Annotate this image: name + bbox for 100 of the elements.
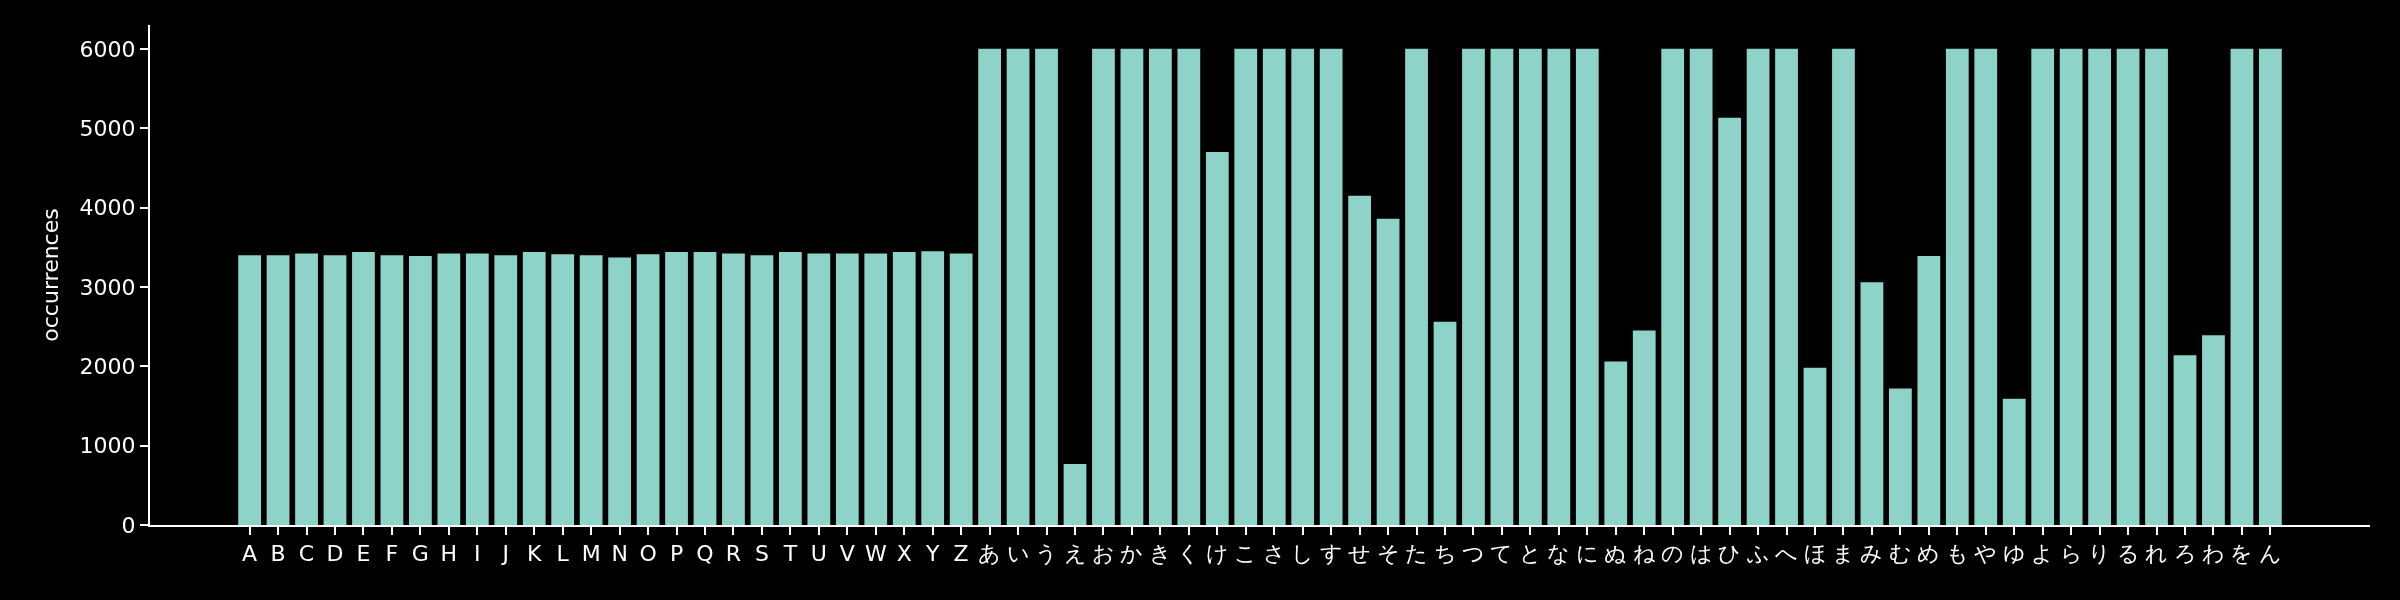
x-tick-label: Y — [924, 541, 940, 567]
bar — [2230, 48, 2254, 525]
y-tick-label: 0 — [121, 512, 136, 538]
x-tick-label: な — [1547, 541, 1571, 567]
bar — [665, 251, 688, 525]
x-tick-label: E — [356, 541, 371, 567]
bar — [2031, 48, 2055, 525]
bar — [1035, 48, 1058, 525]
x-tick-label: ろ — [2173, 541, 2197, 567]
x-tick-label: お — [1091, 541, 1115, 567]
x-tick-label: つ — [1461, 541, 1485, 567]
x-tick-label: T — [782, 541, 798, 567]
bar — [1462, 48, 1485, 525]
bar — [1889, 388, 1912, 525]
bar — [2259, 48, 2282, 525]
bar — [2116, 48, 2140, 525]
bar — [1575, 48, 1599, 525]
bar — [1718, 117, 1741, 525]
x-tick-label: C — [298, 541, 315, 567]
bar — [437, 253, 461, 525]
bar — [807, 253, 831, 525]
x-tick-label: か — [1120, 541, 1144, 567]
bar — [266, 255, 290, 525]
x-tick-label: む — [1888, 541, 1912, 567]
x-tick-label: み — [1860, 541, 1884, 567]
y-tick-label: 3000 — [79, 274, 136, 300]
x-tick-label: す — [1319, 541, 1343, 567]
bar — [892, 251, 916, 525]
bar — [2145, 48, 2168, 525]
x-tick-label: ふ — [1745, 541, 1770, 567]
y-axis-title: occurrences — [37, 208, 63, 342]
bar — [1775, 48, 1798, 525]
bar — [2002, 398, 2026, 525]
x-tick-label: き — [1148, 541, 1172, 567]
x-tick-label: ぬ — [1604, 541, 1628, 567]
x-tick-label: H — [440, 541, 458, 567]
x-tick-label: わ — [2201, 541, 2225, 567]
x-tick-label: A — [242, 541, 258, 567]
x-tick-label: に — [1575, 541, 1599, 567]
x-tick-label: Z — [953, 541, 969, 567]
bar — [978, 48, 1001, 525]
x-tick-label: た — [1405, 541, 1429, 567]
x-tick-label: F — [385, 541, 399, 567]
bar — [1604, 361, 1628, 525]
bar — [636, 254, 660, 525]
x-tick-label: B — [270, 541, 286, 567]
y-tick-label: 4000 — [79, 195, 136, 221]
bar — [1348, 195, 1371, 525]
x-tick-label: は — [1689, 541, 1713, 567]
x-tick-label: え — [1063, 541, 1087, 567]
x-tick-label: ん — [2258, 541, 2282, 567]
x-tick-label: ま — [1831, 541, 1855, 567]
bar — [1803, 367, 1827, 525]
x-tick-label: そ — [1376, 541, 1400, 567]
x-tick-label: う — [1035, 541, 1059, 567]
bar — [551, 254, 575, 525]
x-tick-label: N — [611, 541, 628, 567]
bar — [1746, 48, 1770, 525]
bar — [1917, 255, 1941, 525]
bar — [2202, 335, 2225, 525]
bar — [1319, 48, 1343, 525]
bar — [1689, 48, 1713, 525]
bar — [1661, 48, 1685, 525]
x-tick-label: く — [1177, 541, 1201, 567]
bar — [1205, 151, 1229, 525]
bar — [1092, 48, 1115, 525]
bar — [693, 251, 717, 525]
bar — [1262, 48, 1286, 525]
bar — [352, 251, 375, 525]
x-tick-label: K — [527, 541, 543, 567]
x-tick-label: め — [1917, 541, 1941, 567]
bar — [1291, 48, 1315, 525]
x-tick-label: よ — [2031, 541, 2055, 567]
bar — [1006, 48, 1030, 525]
x-tick-label: ち — [1433, 541, 1457, 567]
bar — [1177, 48, 1201, 525]
x-tick-label: X — [896, 541, 912, 567]
x-tick-label: け — [1205, 541, 1229, 567]
bar — [1945, 48, 1969, 525]
x-tick-label: I — [474, 541, 481, 567]
bar — [779, 251, 802, 525]
bar — [1433, 321, 1457, 525]
x-tick-label: や — [1974, 541, 1998, 567]
bar — [1149, 48, 1172, 525]
x-tick-label: し — [1291, 541, 1315, 567]
y-tick-label: 1000 — [79, 433, 136, 459]
x-tick-label: れ — [2145, 541, 2169, 567]
bar — [608, 257, 631, 525]
bar — [465, 253, 489, 525]
x-tick-label: G — [411, 541, 429, 567]
bar — [494, 255, 518, 525]
x-tick-label: て — [1490, 541, 1514, 567]
x-tick-label: U — [810, 541, 827, 567]
x-tick-label: R — [725, 541, 742, 567]
y-tick-label: 5000 — [79, 115, 136, 141]
bar — [579, 255, 603, 525]
bar — [864, 253, 888, 525]
x-tick-label: S — [754, 541, 769, 567]
y-tick-label: 2000 — [79, 353, 136, 379]
x-tick-label: D — [326, 541, 344, 567]
